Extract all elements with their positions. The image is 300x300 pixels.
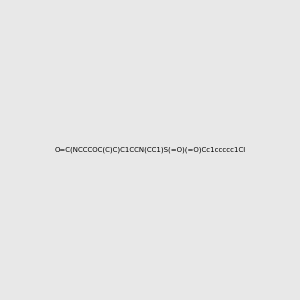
Text: O=C(NCCCOC(C)C)C1CCN(CC1)S(=O)(=O)Cc1ccccc1Cl: O=C(NCCCOC(C)C)C1CCN(CC1)S(=O)(=O)Cc1ccc… xyxy=(54,147,246,153)
